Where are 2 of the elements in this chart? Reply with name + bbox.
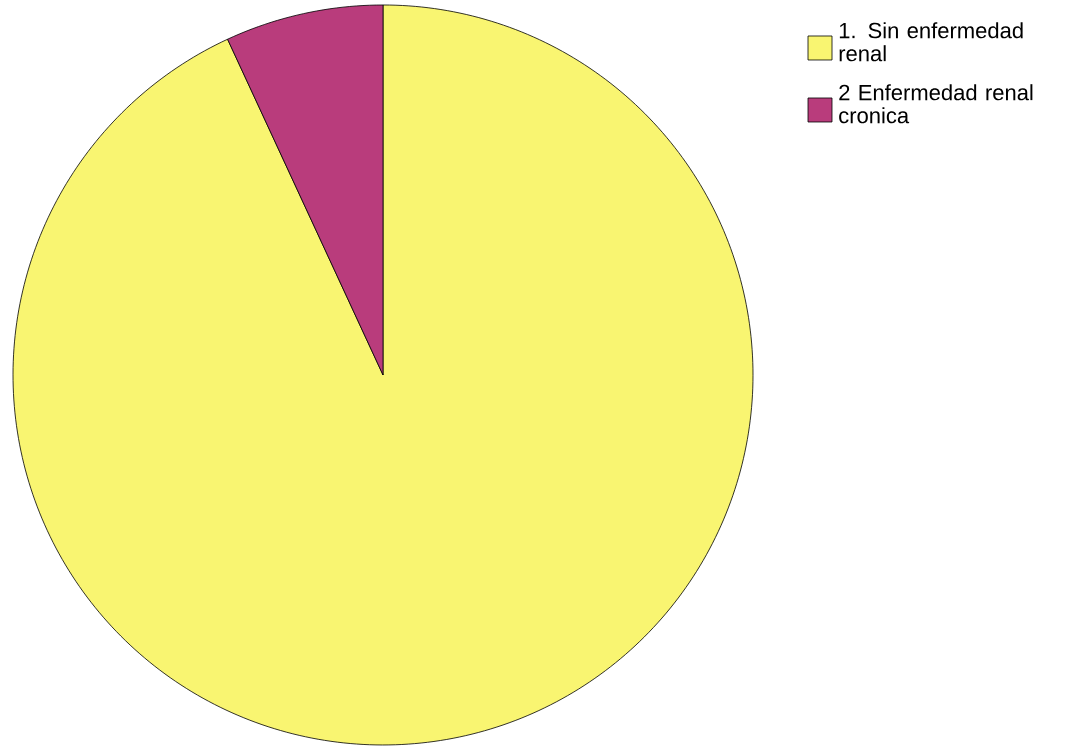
- legend-label: 1. Sin enfermedad renal: [839, 22, 1023, 62]
- legend-label: 2 Enfermedad renal cronica: [839, 84, 1033, 124]
